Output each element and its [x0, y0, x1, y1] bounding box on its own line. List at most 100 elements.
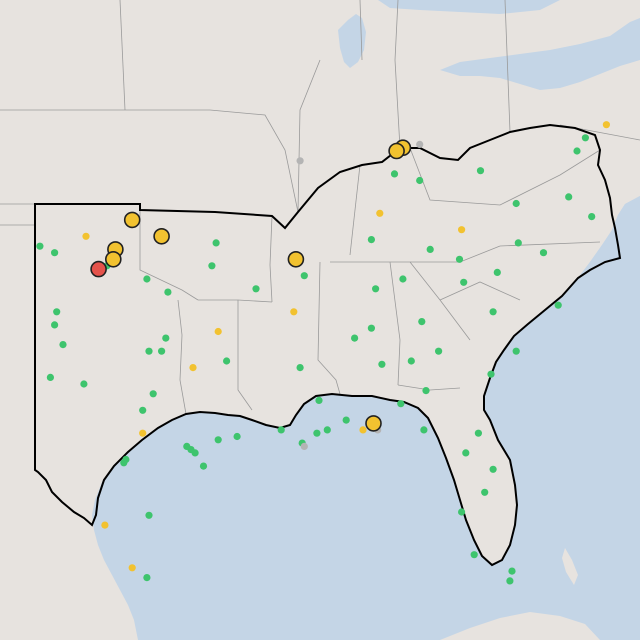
state-border-line	[409, 147, 601, 206]
station-marker-yellow[interactable]	[128, 564, 136, 572]
station-marker-green[interactable]	[191, 449, 199, 457]
station-marker-green[interactable]	[323, 426, 331, 434]
station-marker-green[interactable]	[158, 347, 166, 355]
station-marker-yellow[interactable]	[359, 426, 367, 434]
alert-marker-yellow[interactable]	[105, 250, 122, 268]
station-marker-green[interactable]	[493, 268, 501, 276]
station-marker-green[interactable]	[145, 511, 153, 519]
station-marker-green[interactable]	[252, 285, 260, 293]
station-marker-green[interactable]	[372, 285, 380, 293]
station-marker-green[interactable]	[36, 242, 44, 250]
station-marker-green[interactable]	[458, 508, 466, 516]
station-marker-green[interactable]	[199, 462, 208, 470]
station-marker-green[interactable]	[508, 567, 516, 575]
station-marker-green[interactable]	[183, 442, 191, 450]
station-marker-yellow[interactable]	[101, 521, 109, 529]
station-marker-green[interactable]	[80, 380, 88, 388]
station-marker-green[interactable]	[581, 134, 590, 142]
station-marker-green[interactable]	[162, 334, 170, 342]
station-marker-green[interactable]	[315, 396, 323, 404]
station-marker-yellow[interactable]	[290, 308, 298, 316]
station-marker-green[interactable]	[422, 387, 430, 395]
station-marker-green[interactable]	[277, 426, 285, 434]
station-marker-green[interactable]	[506, 577, 514, 585]
state-border-line	[297, 59, 321, 213]
station-marker-gray[interactable]	[300, 442, 308, 450]
station-marker-green[interactable]	[53, 308, 61, 316]
station-marker-green[interactable]	[455, 255, 464, 263]
station-marker-green[interactable]	[212, 239, 220, 247]
alert-marker-yellow[interactable]	[388, 142, 405, 160]
bahamas-island	[562, 548, 578, 585]
station-marker-green[interactable]	[149, 390, 157, 398]
station-marker-green[interactable]	[418, 318, 426, 326]
station-marker-green[interactable]	[489, 465, 497, 473]
station-marker-green[interactable]	[397, 400, 405, 408]
station-marker-green[interactable]	[462, 449, 470, 457]
station-marker-green[interactable]	[145, 347, 153, 355]
station-marker-yellow[interactable]	[458, 226, 466, 234]
station-marker-green[interactable]	[139, 406, 147, 414]
station-marker-gray[interactable]	[416, 140, 424, 148]
station-marker-green[interactable]	[351, 334, 359, 342]
station-marker-green[interactable]	[51, 321, 59, 329]
alert-marker-yellow[interactable]	[153, 228, 170, 245]
station-marker-green[interactable]	[214, 436, 222, 444]
station-marker-green[interactable]	[399, 275, 407, 283]
station-marker-green[interactable]	[512, 347, 520, 355]
station-marker-green[interactable]	[489, 308, 497, 316]
station-marker-green[interactable]	[588, 213, 596, 221]
station-marker-green[interactable]	[470, 551, 478, 559]
station-marker-green[interactable]	[143, 275, 151, 283]
station-marker-green[interactable]	[300, 272, 308, 280]
station-marker-green[interactable]	[487, 370, 495, 378]
station-marker-green[interactable]	[426, 245, 434, 253]
station-marker-green[interactable]	[416, 176, 424, 185]
station-marker-green[interactable]	[367, 236, 375, 244]
station-marker-green[interactable]	[481, 488, 489, 496]
station-marker-green[interactable]	[565, 193, 573, 201]
station-marker-green[interactable]	[208, 262, 216, 270]
station-marker-green[interactable]	[460, 278, 468, 286]
station-marker-green[interactable]	[59, 341, 67, 349]
station-marker-green[interactable]	[223, 357, 231, 365]
station-marker-green[interactable]	[407, 357, 415, 365]
station-marker-green[interactable]	[367, 324, 375, 332]
station-marker-green[interactable]	[378, 360, 386, 368]
station-marker-green[interactable]	[539, 249, 548, 257]
station-marker-green[interactable]	[476, 167, 485, 175]
station-marker-green[interactable]	[342, 416, 350, 424]
station-marker-green[interactable]	[514, 239, 522, 247]
large-marker-layer	[90, 139, 412, 432]
alert-marker-yellow[interactable]	[287, 250, 305, 268]
station-marker-green[interactable]	[233, 432, 241, 441]
station-marker-yellow[interactable]	[139, 429, 147, 437]
station-marker-green[interactable]	[420, 426, 428, 434]
station-marker-green[interactable]	[164, 288, 172, 296]
station-marker-yellow[interactable]	[376, 209, 384, 217]
station-marker-green[interactable]	[554, 301, 562, 309]
station-marker-green[interactable]	[143, 574, 151, 582]
station-marker-yellow[interactable]	[82, 232, 90, 240]
alert-marker-yellow[interactable]	[123, 211, 141, 229]
station-marker-gray[interactable]	[296, 157, 304, 165]
alert-marker-yellow[interactable]	[365, 415, 382, 432]
lake-michigan	[338, 14, 366, 68]
station-marker-green[interactable]	[120, 459, 128, 467]
station-marker-green[interactable]	[46, 373, 55, 381]
station-marker-green[interactable]	[435, 347, 443, 355]
station-marker-green[interactable]	[313, 429, 321, 437]
station-marker-yellow[interactable]	[602, 121, 611, 129]
station-marker-green[interactable]	[51, 249, 59, 257]
station-marker-green[interactable]	[474, 429, 482, 437]
alert-marker-red[interactable]	[90, 260, 107, 278]
state-border-line	[349, 164, 361, 256]
station-marker-green[interactable]	[573, 147, 581, 155]
station-marker-green[interactable]	[512, 199, 520, 208]
station-marker-green[interactable]	[296, 364, 304, 372]
station-marker-yellow[interactable]	[214, 327, 222, 336]
station-marker-green[interactable]	[390, 170, 399, 178]
station-marker-yellow[interactable]	[189, 364, 197, 372]
